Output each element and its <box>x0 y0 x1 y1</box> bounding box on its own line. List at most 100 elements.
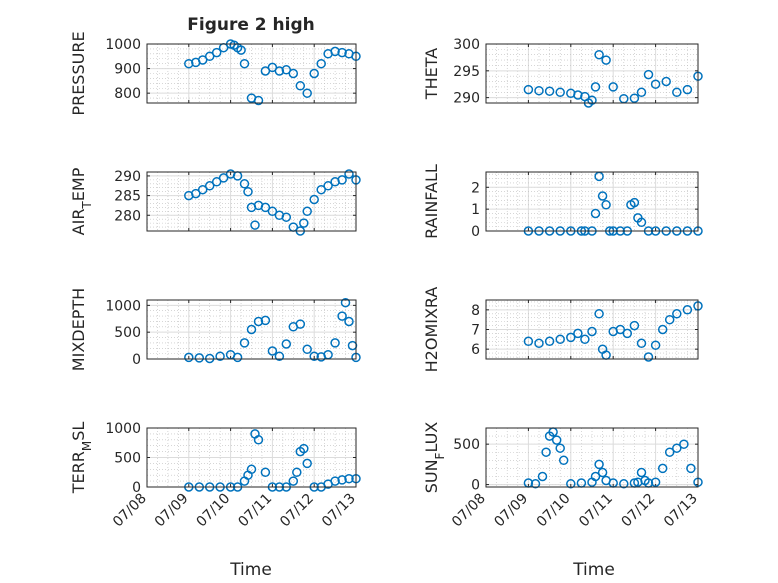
y-tick-label: 0 <box>132 480 141 496</box>
x-tick-label: 07/09 <box>491 491 531 531</box>
data-point <box>657 463 668 474</box>
data-point <box>672 443 682 453</box>
data-point <box>573 328 583 339</box>
x-tick-label: 07/08 <box>110 491 150 531</box>
y-tick-label: 300 <box>453 37 480 53</box>
data-point <box>636 217 647 228</box>
data-point <box>541 447 551 457</box>
data-point <box>337 175 347 185</box>
data-point <box>523 336 534 347</box>
y-tick-label: 500 <box>114 451 141 467</box>
data-point <box>664 314 675 325</box>
data-point <box>288 68 299 79</box>
data-point <box>555 87 565 98</box>
data-point <box>299 443 309 454</box>
data-point <box>330 476 340 486</box>
data-point <box>197 55 208 65</box>
data-point <box>302 458 312 469</box>
x-tick-label: 07/09 <box>152 491 192 531</box>
axes-background <box>486 44 698 103</box>
axes-frame <box>146 171 357 232</box>
y-tick-label: 500 <box>453 437 480 453</box>
data-point <box>594 309 604 319</box>
data-point <box>340 297 351 308</box>
data-point <box>344 316 354 327</box>
data-point <box>316 58 326 69</box>
axes-frame <box>485 171 699 232</box>
y-axis-label: PRESSURE <box>69 31 88 115</box>
data-point <box>534 85 544 96</box>
subplot-5: 0 500 1000 MIXDEPTH <box>69 288 361 371</box>
data-point <box>523 84 534 95</box>
data-point <box>323 181 333 191</box>
axes-frame <box>485 427 699 488</box>
figure-title: Figure 2 high <box>187 15 315 35</box>
data-point <box>274 351 285 362</box>
data-point <box>309 68 319 79</box>
data-point <box>686 463 696 474</box>
data-point <box>337 475 347 485</box>
data-point <box>267 206 278 217</box>
data-point <box>204 181 215 191</box>
y-tick-label: 500 <box>114 325 141 341</box>
data-point <box>239 179 250 189</box>
data-point <box>636 467 647 478</box>
data-point <box>629 320 640 331</box>
data-point <box>253 435 264 445</box>
subplot-2: 290 295 300 THETA <box>422 37 703 108</box>
data-point <box>636 87 647 98</box>
y-axis-label: AIRTEMP <box>69 167 94 235</box>
data-point <box>267 346 278 356</box>
data-point <box>629 93 640 103</box>
y-tick-label: 295 <box>453 64 480 80</box>
data-point <box>566 479 576 489</box>
data-point <box>682 84 693 95</box>
data-point <box>239 338 250 348</box>
subplot-7: 0 500 1000 07/08 07/09 07/10 07/11 07/12 07/13 TE… <box>69 421 361 531</box>
y-tick-label: 800 <box>114 86 141 102</box>
data-point <box>636 338 647 349</box>
subplot-1: 800 900 1000 PRESSURE <box>69 31 361 116</box>
y-axis-label: MIXDEPTH <box>69 288 88 371</box>
data-point <box>590 208 601 219</box>
data-point <box>184 352 194 363</box>
data-point <box>615 324 626 335</box>
y-tick-label: 290 <box>114 169 141 185</box>
subplot-8: 0 500 07/08 07/09 07/10 07/11 07/12 07/13 SUNFLU… <box>422 422 703 531</box>
data-point <box>555 334 565 345</box>
data-point <box>629 197 640 208</box>
data-point <box>215 351 225 362</box>
x-tick-label: 07/10 <box>194 491 234 531</box>
data-point <box>555 443 565 453</box>
data-point <box>299 218 309 228</box>
y-tick-label: 900 <box>114 62 141 78</box>
x-tick-label: 07/11 <box>576 491 616 531</box>
y-axis-label: THETA <box>422 48 441 100</box>
data-point <box>597 467 608 478</box>
data-point <box>260 202 271 213</box>
x-tick-label: 07/12 <box>277 491 317 531</box>
data-point <box>239 58 250 69</box>
y-tick-label: 2 <box>471 180 480 196</box>
data-point <box>601 55 611 65</box>
data-point <box>344 169 354 179</box>
y-tick-label: 0 <box>471 224 480 240</box>
y-tick-label: 8 <box>471 303 480 319</box>
data-point <box>250 220 260 230</box>
y-tick-label: 1 <box>471 202 480 218</box>
y-axis-label: RAINFALL <box>422 164 441 239</box>
data-point <box>590 471 601 482</box>
data-point <box>682 305 693 315</box>
data-point <box>544 336 555 347</box>
data-point <box>672 87 682 98</box>
data-point <box>211 47 222 58</box>
y-axis-label: H2OMIXRA <box>422 287 441 373</box>
axes-background <box>147 300 356 359</box>
x-tick-label: 07/08 <box>449 491 489 531</box>
data-point <box>590 82 601 92</box>
data-point <box>302 344 312 355</box>
y-tick-label: 1000 <box>105 421 141 437</box>
data-point <box>537 471 548 482</box>
data-point <box>204 51 215 62</box>
